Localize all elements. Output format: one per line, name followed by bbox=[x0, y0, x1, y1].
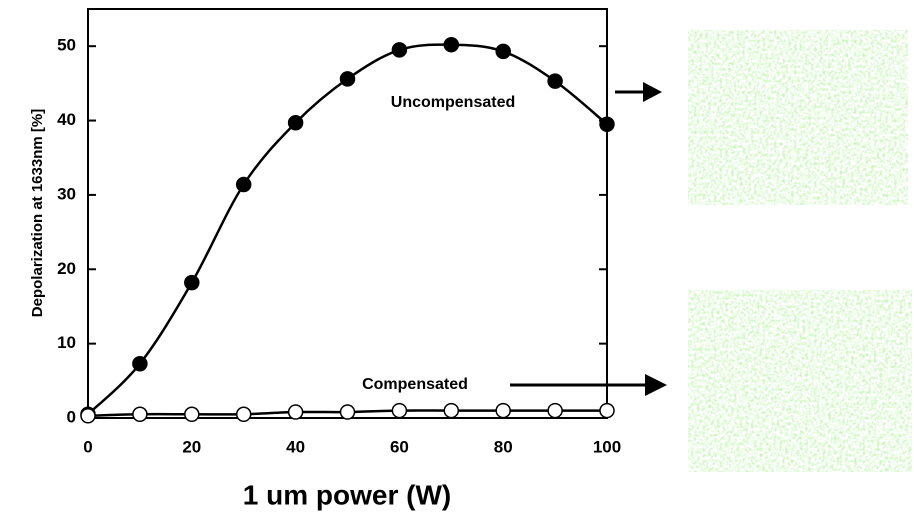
series-label: Compensated bbox=[362, 376, 468, 393]
series-line bbox=[88, 45, 607, 415]
data-point bbox=[237, 407, 251, 421]
x-tick-label: 20 bbox=[182, 437, 201, 456]
data-point bbox=[444, 404, 458, 418]
y-tick-label: 20 bbox=[57, 259, 76, 278]
data-point bbox=[81, 409, 95, 423]
plot-frame bbox=[88, 9, 607, 418]
data-point bbox=[185, 276, 199, 290]
data-point bbox=[289, 405, 303, 419]
data-point bbox=[600, 117, 614, 131]
data-point bbox=[289, 116, 303, 130]
x-tick-label: 40 bbox=[286, 437, 305, 456]
x-tick-label: 0 bbox=[83, 437, 92, 456]
data-point bbox=[185, 407, 199, 421]
data-point bbox=[496, 404, 510, 418]
data-point bbox=[392, 404, 406, 418]
data-point bbox=[341, 405, 355, 419]
series-label: Uncompensated bbox=[391, 94, 515, 111]
data-point bbox=[133, 357, 147, 371]
x-tick-label: 80 bbox=[494, 437, 513, 456]
y-axis-label: Depolarization at 1633nm [%] bbox=[29, 109, 46, 317]
data-point bbox=[496, 44, 510, 58]
chart: Depolarization at 1633nm [%] 1 um power … bbox=[0, 0, 914, 523]
data-point bbox=[237, 177, 251, 191]
compensated-image bbox=[688, 290, 912, 472]
data-point bbox=[341, 72, 355, 86]
x-axis-label: 1 um power (W) bbox=[243, 479, 451, 510]
y-tick-label: 30 bbox=[57, 184, 76, 203]
x-tick-label: 60 bbox=[390, 437, 409, 456]
uncompensated-image bbox=[688, 30, 908, 205]
data-point bbox=[548, 404, 562, 418]
x-tick-label: 100 bbox=[593, 437, 621, 456]
y-tick-label: 40 bbox=[57, 110, 76, 129]
data-point bbox=[133, 407, 147, 421]
data-point bbox=[600, 404, 614, 418]
data-point bbox=[548, 74, 562, 88]
arrow-head bbox=[645, 374, 667, 396]
data-point bbox=[392, 43, 406, 57]
y-tick-label: 0 bbox=[67, 407, 76, 426]
y-tick-label: 10 bbox=[57, 333, 76, 352]
arrow-head bbox=[643, 82, 662, 102]
data-point bbox=[444, 38, 458, 52]
y-tick-label: 50 bbox=[57, 36, 76, 55]
